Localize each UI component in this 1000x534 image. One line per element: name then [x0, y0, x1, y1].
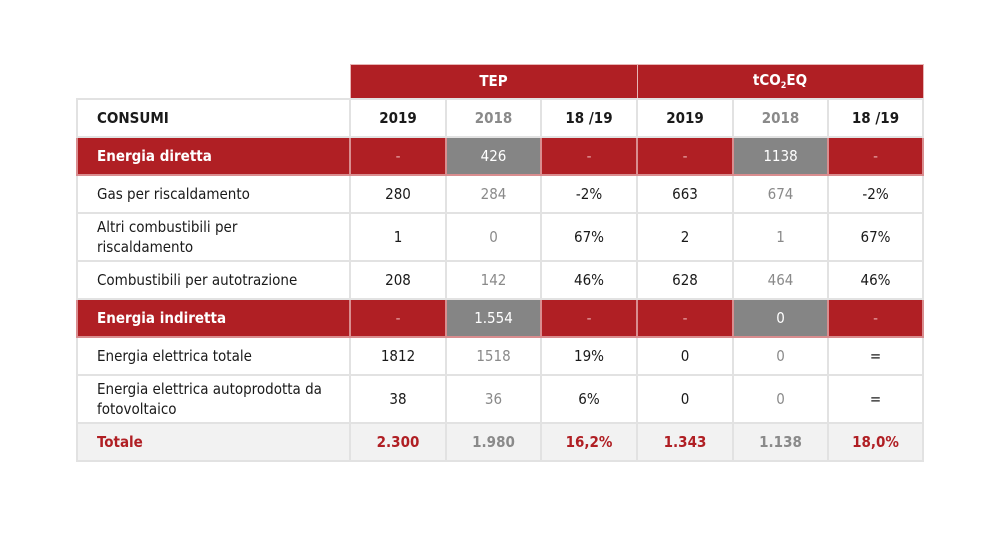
cell: -	[540, 135, 638, 176]
cell: 1.343	[636, 421, 734, 462]
cell: -	[636, 297, 734, 338]
table-row: Combustibili per autotrazione 208 142 46…	[76, 259, 924, 300]
cell: -	[540, 297, 638, 338]
tco2-prefix: tCO	[752, 71, 781, 90]
cell: 0	[636, 373, 734, 424]
cell: 1518	[445, 335, 542, 376]
group-header-row: TEP tCO2EQ	[77, 64, 924, 99]
cell: 18,0%	[827, 421, 924, 462]
cell: 1.554	[445, 297, 542, 338]
tco2-suffix: EQ	[786, 71, 808, 90]
section-row-energia-indiretta: Energia indiretta - 1.554 - - 0 -	[76, 297, 924, 338]
cell: 16,2%	[540, 421, 638, 462]
cell: =	[827, 373, 924, 424]
cell: 280	[349, 173, 447, 214]
table-row: Altri combustibili per riscaldamento 1 0…	[76, 211, 924, 262]
cell: 142	[445, 259, 542, 300]
row-label: Totale	[76, 421, 351, 462]
cell: -	[349, 297, 447, 338]
header-co2-delta: 18 /19	[827, 97, 924, 138]
cell: 36	[445, 373, 542, 424]
cell: -	[349, 135, 447, 176]
header-tep-delta: 18 /19	[540, 97, 638, 138]
row-label: Energia indiretta	[76, 297, 351, 338]
cell: 2	[636, 211, 734, 262]
cell: 0	[636, 335, 734, 376]
section-row-energia-diretta: Energia diretta - 426 - - 1138 -	[76, 135, 924, 176]
group-tep: TEP	[349, 64, 638, 99]
cell: 1	[349, 211, 447, 262]
column-header-row: CONSUMI 2019 2018 18 /19 2019 2018 18 /1…	[76, 97, 924, 138]
consumption-table: TEP tCO2EQ CONSUMI 2019 2018 18 /19 2019…	[76, 64, 924, 462]
group-tco2eq: tCO2EQ	[636, 64, 924, 99]
cell: 19%	[540, 335, 638, 376]
cell: 628	[636, 259, 734, 300]
header-co2-2018: 2018	[732, 97, 829, 138]
row-label: Gas per riscaldamento	[76, 173, 351, 214]
cell: 0	[732, 335, 829, 376]
cell: 1812	[349, 335, 447, 376]
cell: -	[827, 297, 924, 338]
cell: 1.138	[732, 421, 829, 462]
row-label: Energia elettrica autoprodotta da fotovo…	[76, 373, 351, 424]
header-consumi: CONSUMI	[76, 97, 351, 138]
cell: 38	[349, 373, 447, 424]
cell: 46%	[827, 259, 924, 300]
cell: 0	[732, 373, 829, 424]
header-co2-2019: 2019	[636, 97, 734, 138]
tco2-subscript: 2	[780, 81, 787, 92]
cell: 6%	[540, 373, 638, 424]
table-row: Energia elettrica totale 1812 1518 19% 0…	[76, 335, 924, 376]
cell: 674	[732, 173, 829, 214]
cell: 464	[732, 259, 829, 300]
cell: 1.980	[445, 421, 542, 462]
cell: 284	[445, 173, 542, 214]
cell: 1138	[732, 135, 829, 176]
cell: -	[827, 135, 924, 176]
cell: 2.300	[349, 421, 447, 462]
row-label: Energia elettrica totale	[76, 335, 351, 376]
table-row: Energia elettrica autoprodotta da fotovo…	[76, 373, 924, 424]
cell: 208	[349, 259, 447, 300]
header-tep-2018: 2018	[445, 97, 542, 138]
header-tep-2019: 2019	[349, 97, 447, 138]
cell: -	[636, 135, 734, 176]
cell: 67%	[540, 211, 638, 262]
cell: 426	[445, 135, 542, 176]
cell: 0	[732, 297, 829, 338]
cell: 1	[732, 211, 829, 262]
row-label: Altri combustibili per riscaldamento	[76, 211, 351, 262]
cell: -2%	[540, 173, 638, 214]
cell: 0	[445, 211, 542, 262]
cell: -2%	[827, 173, 924, 214]
cell: 46%	[540, 259, 638, 300]
row-label: Combustibili per autotrazione	[76, 259, 351, 300]
blank-corner	[77, 64, 350, 99]
table-row: Gas per riscaldamento 280 284 -2% 663 67…	[76, 173, 924, 214]
total-row: Totale 2.300 1.980 16,2% 1.343 1.138 18,…	[76, 421, 924, 462]
cell: =	[827, 335, 924, 376]
cell: 67%	[827, 211, 924, 262]
cell: 663	[636, 173, 734, 214]
row-label: Energia diretta	[76, 135, 351, 176]
